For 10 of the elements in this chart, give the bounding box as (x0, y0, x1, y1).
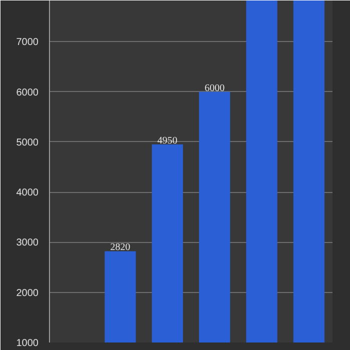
y-tick-label: 4000 (16, 188, 39, 199)
y-tick-label: 5000 (16, 137, 39, 148)
y-tick-label: 6000 (16, 87, 39, 98)
data-label: 2820 (110, 242, 130, 254)
y-tick-label: 2000 (16, 288, 39, 299)
y-tick-label: 3000 (16, 238, 39, 249)
y-tick-label: 7000 (16, 37, 39, 48)
y-tick-label: 1000 (16, 338, 39, 349)
data-label: 4950 (157, 135, 178, 146)
data-label: 6000 (204, 82, 225, 94)
